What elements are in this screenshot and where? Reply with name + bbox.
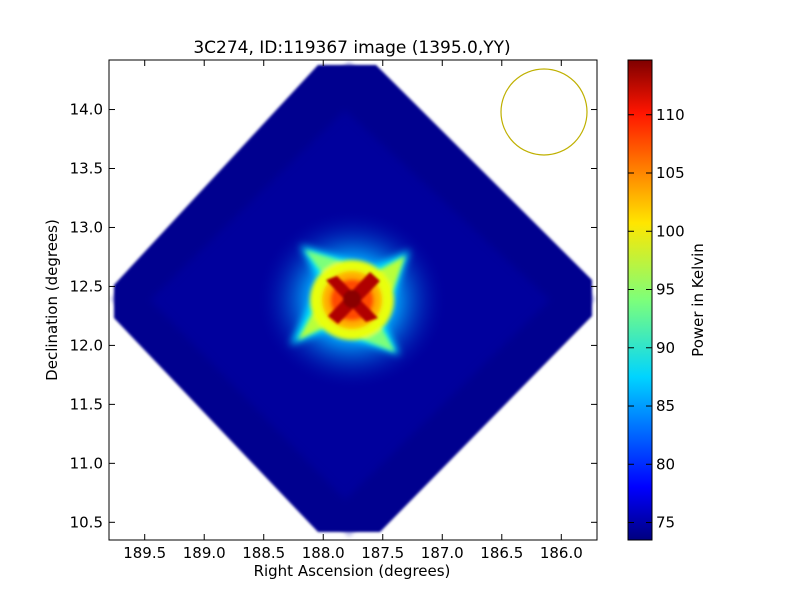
x-tick-label: 188.5 <box>242 544 285 562</box>
y-tick-label: 13.0 <box>70 218 103 236</box>
colorbar-ticks: 75 80 85 90 95 100 105 110 <box>628 106 685 532</box>
colorbar-tick-label: 75 <box>656 514 675 532</box>
colorbar-tick-label: 100 <box>656 222 685 240</box>
colorbar-tick-label: 110 <box>656 106 685 124</box>
colorbar-label: Power in Kelvin <box>689 243 707 357</box>
y-tick-label: 12.5 <box>70 277 103 295</box>
chart-title: 3C274, ID:119367 image (1395.0,YY) <box>193 38 510 58</box>
beam-circle <box>500 68 588 156</box>
colorbar-tick-label: 90 <box>656 339 675 357</box>
y-tick-label: 13.5 <box>70 160 103 178</box>
y-tick-label: 11.0 <box>70 454 103 472</box>
x-tick-label: 189.0 <box>183 544 226 562</box>
x-tick-label: 189.5 <box>123 544 166 562</box>
y-tick-label: 12.0 <box>70 336 103 354</box>
colorbar-tick-label: 105 <box>656 164 685 182</box>
colorbar-tick-label: 80 <box>656 455 675 473</box>
colorbar-tick-label: 95 <box>656 281 675 299</box>
colorbar-tick-label: 85 <box>656 397 675 415</box>
y-tick-label: 10.5 <box>70 513 103 531</box>
y-axis: 10.5 11.0 11.5 12.0 12.5 13.0 13.5 14.0 <box>70 101 597 531</box>
heatmap-image <box>110 61 596 537</box>
y-tick-label: 14.0 <box>70 101 103 119</box>
x-axis: 189.5 189.0 188.5 188.0 187.5 187.0 186.5 186.0 <box>123 60 583 562</box>
x-tick-label: 186.0 <box>540 544 583 562</box>
x-tick-label: 188.0 <box>302 544 345 562</box>
x-axis-label: Right Ascension (degrees) <box>254 562 451 580</box>
y-tick-label: 11.5 <box>70 395 103 413</box>
x-tick-label: 187.5 <box>361 544 404 562</box>
x-tick-label: 186.5 <box>480 544 523 562</box>
x-tick-label: 187.0 <box>421 544 464 562</box>
y-axis-label: Declination (degrees) <box>43 219 61 381</box>
axes-frame <box>108 59 598 541</box>
colorbar <box>627 59 653 541</box>
source-peak <box>326 272 380 324</box>
